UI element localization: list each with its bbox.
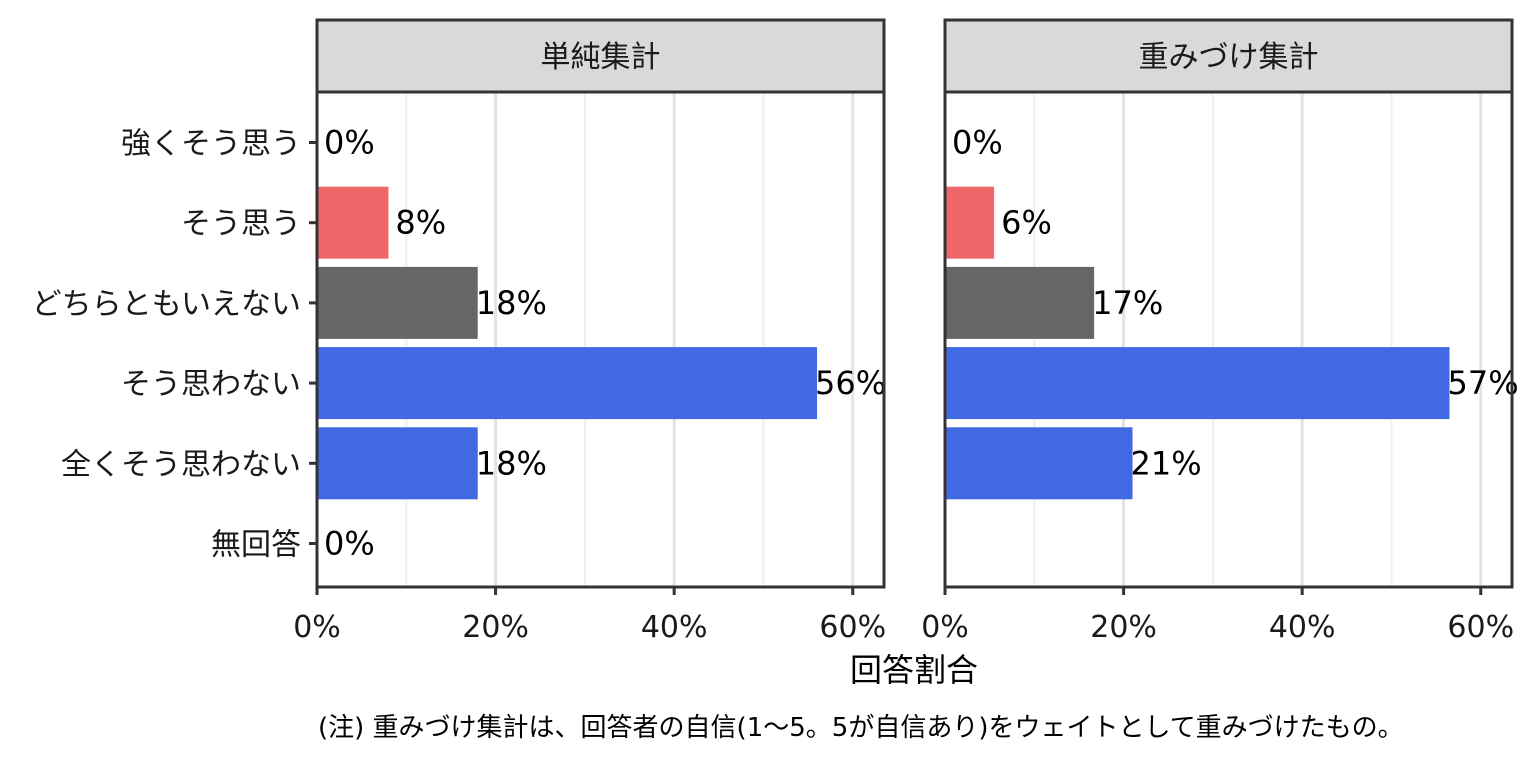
category-label: そう思う [181,207,301,242]
value-label: 21% [1131,444,1202,482]
value-label: 18% [476,444,547,482]
bar-そう思わない [317,347,818,420]
x-tick-label: 60% [819,610,886,645]
value-label: 0% [324,124,375,162]
bar-そう思わない [945,347,1450,420]
x-tick-label: 0% [293,610,341,645]
category-label: そう思わない [121,367,301,402]
value-label: 0% [952,124,1003,162]
value-label: 0% [324,525,375,563]
plot-background [945,92,1512,587]
bar-どちらともいえない [317,266,478,339]
bar-どちらともいえない [945,266,1095,339]
x-tick-label: 0% [921,610,969,645]
category-label: 強くそう思う [121,127,301,162]
bar-そう思う [945,186,995,259]
x-tick-label: 40% [641,610,708,645]
category-label: どちらともいえない [32,287,301,322]
panel-strip [943,18,1514,94]
panel-2: 重みづけ集計 0% 6% 17% 57% 21% 0% 20% 40% 60% [921,18,1519,645]
category-label: 無回答 [211,528,301,563]
footnote: (注) 重みづけ集計は、回答者の自信(1～5。5が自信あり)をウェイトとして重み… [318,713,1404,743]
panel-title: 重みづけ集計 [1139,40,1319,75]
panel-border [315,90,886,589]
x-tick-label: 20% [1090,610,1157,645]
bar-全くそう思わない [945,427,1133,500]
x-tick-label: 40% [1269,610,1336,645]
value-label: 6% [1001,204,1052,242]
panel-1: 単純集計 0% 8% 18% 56% 18% 0% 0% 20% 40% 60% [293,18,886,645]
value-label: 17% [1092,284,1163,322]
x-tick-label: 20% [462,610,529,645]
x-axis-title: 回答割合 [850,651,978,689]
plot-background [317,92,884,587]
value-label: 57% [1447,364,1518,402]
panel-title: 単純集計 [541,40,661,75]
value-label: 8% [395,204,446,242]
bar-全くそう思わない [317,427,478,500]
category-label: 全くそう思わない [61,447,301,482]
panel-border [943,90,1514,589]
panel-strip [315,18,886,94]
value-label: 18% [476,284,547,322]
x-tick-label: 60% [1447,610,1514,645]
bar-そう思う [317,186,389,259]
value-label: 56% [815,364,886,402]
